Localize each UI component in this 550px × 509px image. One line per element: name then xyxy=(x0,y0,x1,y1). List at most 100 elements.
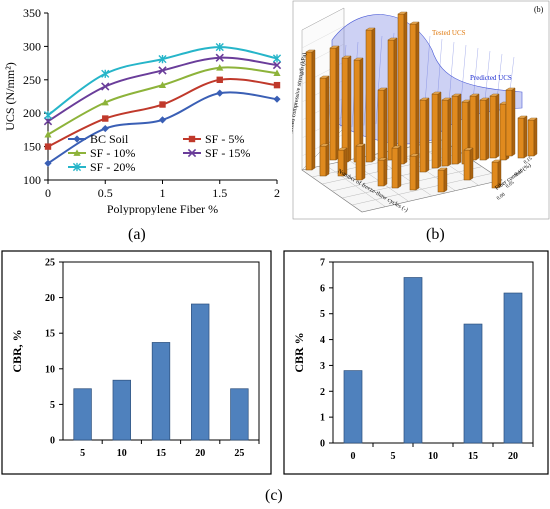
ucs-bar-3d xyxy=(441,97,452,167)
bar-top xyxy=(419,97,430,101)
bar-side xyxy=(425,97,430,173)
bar-front xyxy=(387,39,395,161)
legend-label: SF - 5% xyxy=(205,132,244,146)
cbr-bar xyxy=(403,277,423,444)
data-point xyxy=(159,101,166,108)
bar-top xyxy=(527,117,538,121)
x-tick-label: 25 xyxy=(234,448,244,459)
predicted-ucs-label: Predicted UCS xyxy=(470,74,512,82)
bar-top xyxy=(505,87,516,91)
bar-side xyxy=(475,93,480,161)
caption-b: (b) xyxy=(426,226,445,243)
bar-front xyxy=(463,149,471,181)
y-tick-label: 150 xyxy=(23,140,41,154)
bar-front xyxy=(489,95,497,159)
data-point xyxy=(44,143,52,150)
y-tick-label: 5 xyxy=(320,309,325,320)
bar-top xyxy=(397,11,408,15)
bar-top xyxy=(517,115,528,119)
data-point xyxy=(272,54,282,63)
bar-side xyxy=(457,93,462,165)
x-tick-label: 20 xyxy=(195,448,205,459)
bar-side xyxy=(495,93,500,159)
data-point xyxy=(273,69,281,76)
bar-side xyxy=(311,49,316,171)
bar-top xyxy=(341,55,352,59)
ucs-bar-3d xyxy=(527,117,538,157)
bar-top xyxy=(431,91,442,95)
legend-entry: BC Soil xyxy=(68,132,129,146)
ucs-bar-3d xyxy=(409,153,420,191)
bar-top xyxy=(441,97,452,101)
y-tick-label: 0.00 xyxy=(496,192,506,201)
data-point xyxy=(272,60,282,70)
x-axis-title: Polypropylene Fiber % xyxy=(107,202,218,215)
series-sf-20- xyxy=(43,42,282,120)
x-tick-label: 15 xyxy=(156,448,166,459)
x-tick-label: 20 xyxy=(508,451,518,462)
bar-front xyxy=(329,47,337,161)
y-tick-label: 6 xyxy=(320,283,325,294)
data-point xyxy=(43,117,53,126)
y-tick-label: 20 xyxy=(45,293,55,304)
y-axis-title: UCS (N/mm²) xyxy=(3,62,17,131)
bar-top xyxy=(469,93,480,97)
data-point xyxy=(215,53,224,62)
ucs-bar-3d xyxy=(451,93,462,165)
y-tick-label: 250 xyxy=(23,73,41,87)
ucs-bar-3d xyxy=(387,37,398,161)
data-point xyxy=(73,135,81,143)
ucs-bar-3d xyxy=(505,87,516,157)
data-point xyxy=(273,81,281,89)
bar-top xyxy=(437,167,448,171)
ucs-bar-3d xyxy=(353,57,364,163)
x-tick-label: 0.5 xyxy=(98,186,113,200)
y-tick-label: 2 xyxy=(320,387,325,398)
ucs-bar-3d xyxy=(489,93,500,159)
cbr-bar xyxy=(73,388,92,441)
y-tick-label: 0.05 xyxy=(505,180,515,189)
bar-side xyxy=(371,27,376,163)
bar-front xyxy=(391,147,399,189)
series-line xyxy=(47,66,278,136)
ucs-line-chart: 100 150 200 250 300 350 0 0.5 1 1.5 2 Polypropylene… xyxy=(3,6,282,216)
cbr-chart-left-panel: 0 5 10 15 20 25 CBR, % 5 10 15 20 25 xyxy=(1,250,272,475)
data-point xyxy=(158,116,167,124)
bar-front xyxy=(505,89,513,157)
ucs-chart-panel: 100 150 200 250 300 350 0 0.5 1 1.5 2 Polypropylene… xyxy=(0,0,290,216)
legend-entry: SF - 5% xyxy=(183,132,244,146)
caption-a: (a) xyxy=(128,226,146,243)
panel-b-tag: (b) xyxy=(534,5,544,14)
bar-top xyxy=(479,97,490,101)
bar-front xyxy=(409,155,417,191)
bar-front xyxy=(319,145,327,177)
bar-top xyxy=(319,75,330,79)
tested-ucs-label: Tested UCS xyxy=(432,29,466,37)
bar-front xyxy=(441,99,449,167)
bar-top xyxy=(353,57,364,61)
y-axis-title: CBR, % xyxy=(10,329,24,372)
ucs-bar-3d xyxy=(329,45,340,161)
legend-label: SF - 15% xyxy=(205,146,250,160)
ucs-bar-3d xyxy=(437,167,448,193)
cbr-chart-right-panel: 0 1 2 3 4 5 6 7 CBR % 0 5 10 15 20 xyxy=(283,250,549,475)
ucs-bar-3d xyxy=(479,97,490,161)
bar-top xyxy=(319,143,330,147)
data-point xyxy=(44,159,52,167)
bar-front xyxy=(419,99,427,173)
legend-entry: SF - 15% xyxy=(183,146,250,160)
data-point xyxy=(216,64,224,71)
bar-top xyxy=(365,27,376,31)
ucs-bar-3d xyxy=(355,143,366,181)
data-point xyxy=(158,81,167,89)
y-tick-label: 0 xyxy=(320,439,325,450)
bar-top xyxy=(355,143,366,147)
ucs-bar-3d xyxy=(341,55,352,163)
data-point xyxy=(44,130,52,138)
bar-top xyxy=(491,159,502,163)
y-tick-label: 10 xyxy=(45,364,55,375)
ucs-bar-3d xyxy=(397,11,408,165)
y-tick-label: 0.15 xyxy=(523,156,533,165)
data-point xyxy=(216,76,223,83)
